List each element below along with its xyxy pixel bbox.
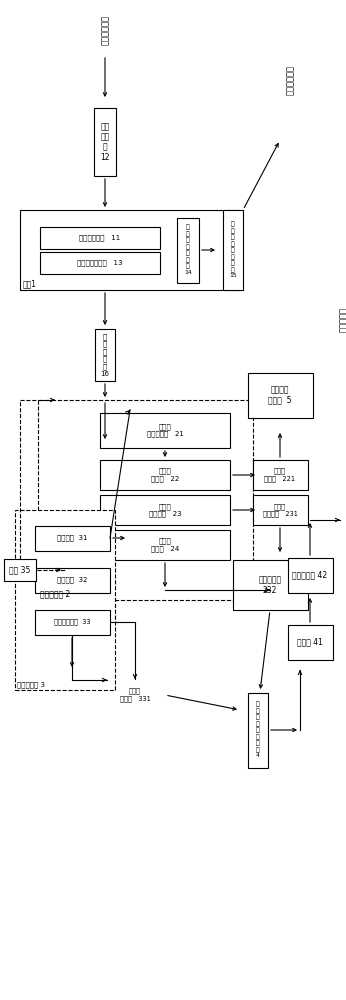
Bar	[35, 526, 109, 550]
Text: 滚筒筛入料口   11: 滚筒筛入料口 11	[79, 235, 121, 241]
Text: 滚筒1: 滚筒1	[23, 279, 37, 288]
Bar	[40, 227, 160, 249]
Bar	[94, 108, 116, 176]
Bar	[35, 568, 109, 592]
Bar	[223, 210, 243, 290]
Text: 气流入口  32: 气流入口 32	[57, 577, 87, 583]
Text: 破碎机 41: 破碎机 41	[297, 638, 323, 647]
Text: 不可燃物
暂存仓  5: 不可燃物 暂存仓 5	[268, 385, 292, 405]
Text: 风机 35: 风机 35	[9, 566, 31, 574]
Bar	[95, 329, 115, 381]
Bar	[248, 692, 268, 768]
Text: 存量生活垃圾: 存量生活垃圾	[100, 15, 109, 45]
Text: 气流出口  31: 气流出口 31	[57, 535, 87, 541]
Text: 排料口
出料区输带   21: 排料口 出料区输带 21	[147, 423, 183, 437]
Text: 输出可燃物: 输出可燃物	[338, 308, 346, 332]
Text: 振动
进料
斗
12: 振动 进料 斗 12	[100, 122, 110, 162]
Text: 旋风分离器 3: 旋风分离器 3	[17, 681, 45, 688]
Bar	[20, 210, 240, 290]
Bar	[35, 609, 109, 635]
Bar	[100, 530, 230, 560]
Bar	[288, 558, 333, 592]
Text: 集投带
中轻物料   231: 集投带 中轻物料 231	[263, 503, 298, 517]
Text: 上
物
输
送
带
16: 上 物 输 送 带 16	[100, 333, 109, 377]
Bar	[4, 559, 36, 581]
Text: 滚
筒
筛
下
物
出
口
14: 滚 筒 筛 下 物 出 口 14	[184, 225, 192, 275]
Text: 出料口
轻物料   24: 出料口 轻物料 24	[151, 538, 179, 552]
Bar	[15, 510, 115, 690]
Text: 破
碎
机
进
料
输
送
带
4: 破 碎 机 进 料 输 送 带 4	[256, 702, 260, 758]
Text: 出料口
重物料   22: 出料口 重物料 22	[151, 468, 179, 482]
Text: 输出输送带
232: 输出输送带 232	[258, 575, 282, 595]
Bar	[40, 252, 160, 274]
Text: 集投带
重物料   221: 集投带 重物料 221	[264, 468, 295, 482]
Bar	[37, 400, 253, 600]
Text: 出料口
中轻物料   23: 出料口 中轻物料 23	[149, 503, 181, 517]
Bar	[100, 460, 230, 490]
Bar	[100, 495, 230, 525]
Bar	[177, 218, 199, 282]
Text: 输出另作处理: 输出另作处理	[285, 65, 294, 95]
Bar	[100, 412, 230, 448]
Bar	[247, 372, 312, 418]
Text: 集投带
可燃物   331: 集投带 可燃物 331	[120, 688, 151, 702]
Text: 压缩打包机 42: 压缩打包机 42	[292, 570, 328, 580]
Text: 可燃物排出口  33: 可燃物排出口 33	[54, 619, 90, 625]
Bar	[253, 460, 308, 490]
Bar	[288, 624, 333, 660]
Text: 滚
筒
筛
下
物
输
送
带
15: 滚 筒 筛 下 物 输 送 带 15	[229, 222, 237, 278]
Bar	[233, 560, 308, 610]
Text: 三级风选机 2: 三级风选机 2	[39, 589, 70, 598]
Text: 滚筒筛出料排口   13: 滚筒筛出料排口 13	[77, 260, 123, 266]
Bar	[253, 495, 308, 525]
